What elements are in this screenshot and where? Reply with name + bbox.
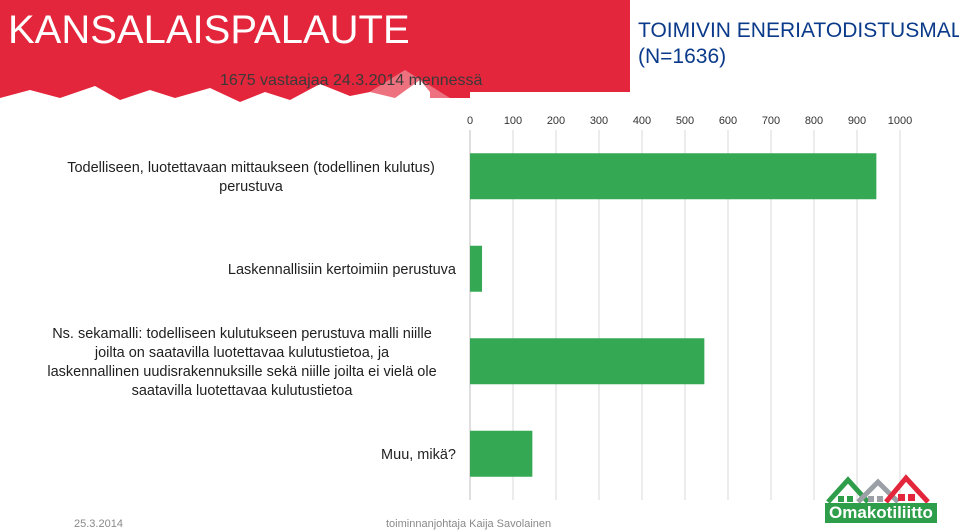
x-tick-label: 900: [848, 115, 866, 127]
respondent-count: 1675 vastaajaa 24.3.2014 mennessä: [220, 72, 483, 89]
x-tick-label: 200: [547, 115, 565, 127]
category-label: Laskennallisiin kertoimiin perustuva: [228, 262, 457, 278]
x-tick-label: 700: [762, 115, 780, 127]
x-tick-label: 0: [467, 115, 473, 127]
survey-title-line2: (N=1636): [638, 45, 727, 68]
category-label: Ns. sekamalli: todelliseen kulutukseen p…: [52, 326, 432, 342]
logo-text: Omakotiliitto: [825, 503, 937, 523]
bar: [470, 245, 483, 292]
footer-date: 25.3.2014: [74, 518, 123, 530]
survey-title-line1: TOIMIVIN ENERIATODISTUSMALLI: [638, 19, 959, 42]
category-label: laskennallinen uudisrakennuksille sekä n…: [47, 364, 436, 380]
houses-logo-icon: [826, 474, 930, 504]
x-tick-label: 800: [805, 115, 823, 127]
category-label: Muu, mikä?: [381, 447, 456, 463]
page-title: KANSALAISPALAUTE: [8, 8, 410, 52]
banner-red-shape: [0, 0, 630, 102]
x-tick-label: 300: [590, 115, 608, 127]
category-label: perustuva: [219, 179, 284, 195]
survey-title: TOIMIVIN ENERIATODISTUSMALLI (N=1636): [638, 18, 959, 70]
bar: [470, 338, 705, 385]
x-tick-label: 600: [719, 115, 737, 127]
category-label: saatavilla luotettavaa kulutustietoa: [132, 383, 354, 399]
bar: [470, 153, 877, 200]
house-silhouette-icon: [360, 70, 450, 98]
x-tick-label: 1000: [888, 115, 912, 127]
x-tick-label: 100: [504, 115, 522, 127]
footer-author: toiminnanjohtaja Kaija Savolainen: [386, 518, 552, 530]
x-tick-label: 400: [633, 115, 651, 127]
category-label: Todelliseen, luotettavaan mittaukseen (t…: [67, 160, 435, 176]
category-label: joilta on saatavilla luotettavaa kulutus…: [94, 345, 390, 361]
bar: [470, 430, 533, 477]
x-tick-label: 500: [676, 115, 694, 127]
